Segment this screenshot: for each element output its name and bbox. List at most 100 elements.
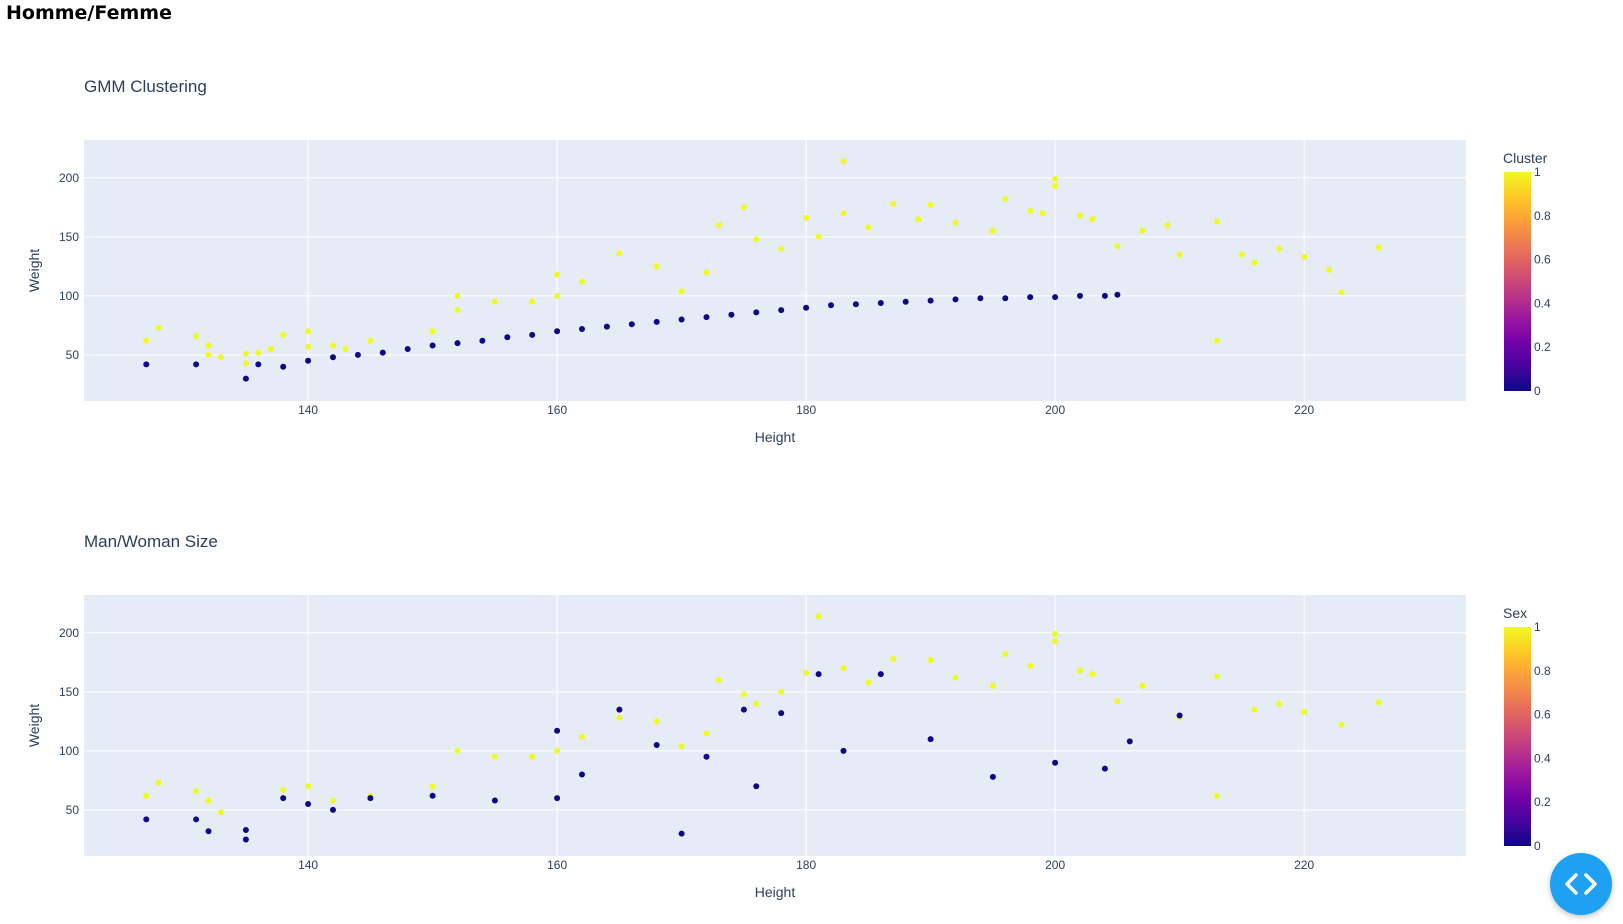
data-point bbox=[1301, 708, 1308, 715]
data-point bbox=[828, 302, 834, 309]
y-tick-label: 150 bbox=[59, 685, 79, 699]
data-point bbox=[367, 337, 374, 344]
data-point bbox=[740, 706, 747, 713]
data-point bbox=[1375, 699, 1382, 706]
data-point bbox=[554, 271, 561, 278]
plot-area bbox=[84, 140, 1466, 401]
data-point bbox=[703, 753, 710, 760]
data-point bbox=[330, 354, 336, 361]
data-point bbox=[753, 783, 760, 790]
data-point bbox=[1176, 251, 1183, 258]
data-point bbox=[454, 307, 461, 314]
colorbar-tick-label: 0 bbox=[1534, 839, 1541, 853]
colorbar-tick-label: 0.2 bbox=[1534, 340, 1551, 354]
data-point bbox=[280, 363, 287, 370]
colorbar-title: Cluster bbox=[1503, 150, 1548, 166]
data-point bbox=[280, 795, 287, 802]
data-point bbox=[678, 316, 685, 323]
data-point bbox=[193, 788, 200, 794]
data-point bbox=[491, 298, 498, 305]
data-point bbox=[305, 343, 312, 350]
data-point bbox=[716, 222, 722, 228]
data-point bbox=[1214, 218, 1220, 225]
data-point bbox=[952, 296, 959, 303]
data-point bbox=[653, 718, 660, 725]
data-point bbox=[579, 771, 585, 778]
x-tick-label: 180 bbox=[796, 403, 816, 417]
data-point bbox=[554, 727, 561, 734]
data-point bbox=[1077, 292, 1083, 299]
colorbar-tick-label: 1 bbox=[1534, 165, 1541, 179]
data-point bbox=[1101, 292, 1108, 299]
y-tick-label: 50 bbox=[66, 348, 80, 362]
data-point bbox=[379, 349, 386, 356]
data-point bbox=[989, 682, 996, 689]
x-tick-label: 140 bbox=[298, 858, 318, 872]
data-point bbox=[952, 674, 959, 681]
data-point bbox=[218, 809, 224, 816]
data-point bbox=[479, 337, 486, 344]
data-point bbox=[429, 783, 436, 790]
colorbar-tick-label: 0.4 bbox=[1534, 296, 1551, 310]
data-point bbox=[193, 333, 200, 339]
data-point bbox=[267, 346, 274, 352]
data-point bbox=[1027, 662, 1034, 669]
data-point bbox=[815, 671, 822, 678]
data-point bbox=[1276, 700, 1283, 707]
data-point bbox=[865, 224, 872, 231]
points-layer bbox=[143, 158, 1382, 382]
data-point bbox=[1002, 295, 1009, 302]
data-point bbox=[1126, 738, 1133, 745]
data-point bbox=[902, 298, 909, 305]
gmm-clustering-chart[interactable]: GMM Clustering 140 160 180 200 220 50 100 150 200… bbox=[0, 0, 1623, 460]
colorbar-tick-label: 0.6 bbox=[1534, 253, 1551, 267]
data-point bbox=[579, 733, 585, 740]
data-point bbox=[1077, 667, 1083, 674]
data-point bbox=[927, 657, 934, 663]
data-point bbox=[678, 288, 685, 295]
data-point bbox=[579, 278, 585, 285]
data-point bbox=[877, 300, 884, 306]
data-point bbox=[330, 806, 336, 813]
data-point bbox=[653, 742, 660, 748]
man-woman-size-chart[interactable]: Man/Woman Size 140 160 180 200 220 50 100 150 200… bbox=[0, 455, 1623, 917]
data-point bbox=[1276, 245, 1283, 252]
data-point bbox=[491, 797, 498, 804]
colorbar bbox=[1504, 172, 1531, 391]
data-point bbox=[143, 816, 150, 823]
data-point bbox=[1176, 712, 1183, 719]
data-point bbox=[616, 250, 623, 257]
x-tick-label: 200 bbox=[1045, 403, 1065, 417]
data-point bbox=[504, 334, 511, 341]
data-point bbox=[927, 202, 934, 208]
data-point bbox=[865, 679, 872, 686]
data-point bbox=[1052, 183, 1059, 190]
x-tick-label: 140 bbox=[298, 403, 318, 417]
data-point bbox=[1164, 222, 1171, 228]
data-point bbox=[1214, 673, 1220, 680]
data-point bbox=[989, 773, 996, 780]
colorbar-tick-label: 0 bbox=[1534, 384, 1541, 398]
data-point bbox=[429, 792, 436, 799]
colorbar bbox=[1504, 627, 1531, 846]
data-point bbox=[1002, 196, 1009, 202]
data-point bbox=[840, 158, 847, 165]
data-point bbox=[1089, 216, 1096, 223]
data-point bbox=[330, 797, 336, 804]
colorbar-tick-label: 0.6 bbox=[1534, 708, 1551, 722]
data-point bbox=[628, 321, 635, 328]
data-point bbox=[242, 360, 249, 367]
data-point bbox=[877, 671, 884, 678]
x-tick-label: 220 bbox=[1294, 403, 1314, 417]
data-point bbox=[529, 298, 536, 305]
data-point bbox=[840, 210, 847, 217]
data-point bbox=[242, 827, 249, 833]
x-axis-label: Height bbox=[755, 429, 796, 445]
data-point bbox=[454, 340, 461, 347]
data-point bbox=[367, 795, 374, 802]
data-point bbox=[280, 786, 287, 793]
data-point bbox=[740, 691, 747, 698]
code-toggle-button[interactable] bbox=[1550, 853, 1612, 915]
data-point bbox=[728, 311, 735, 318]
data-point bbox=[653, 263, 660, 270]
